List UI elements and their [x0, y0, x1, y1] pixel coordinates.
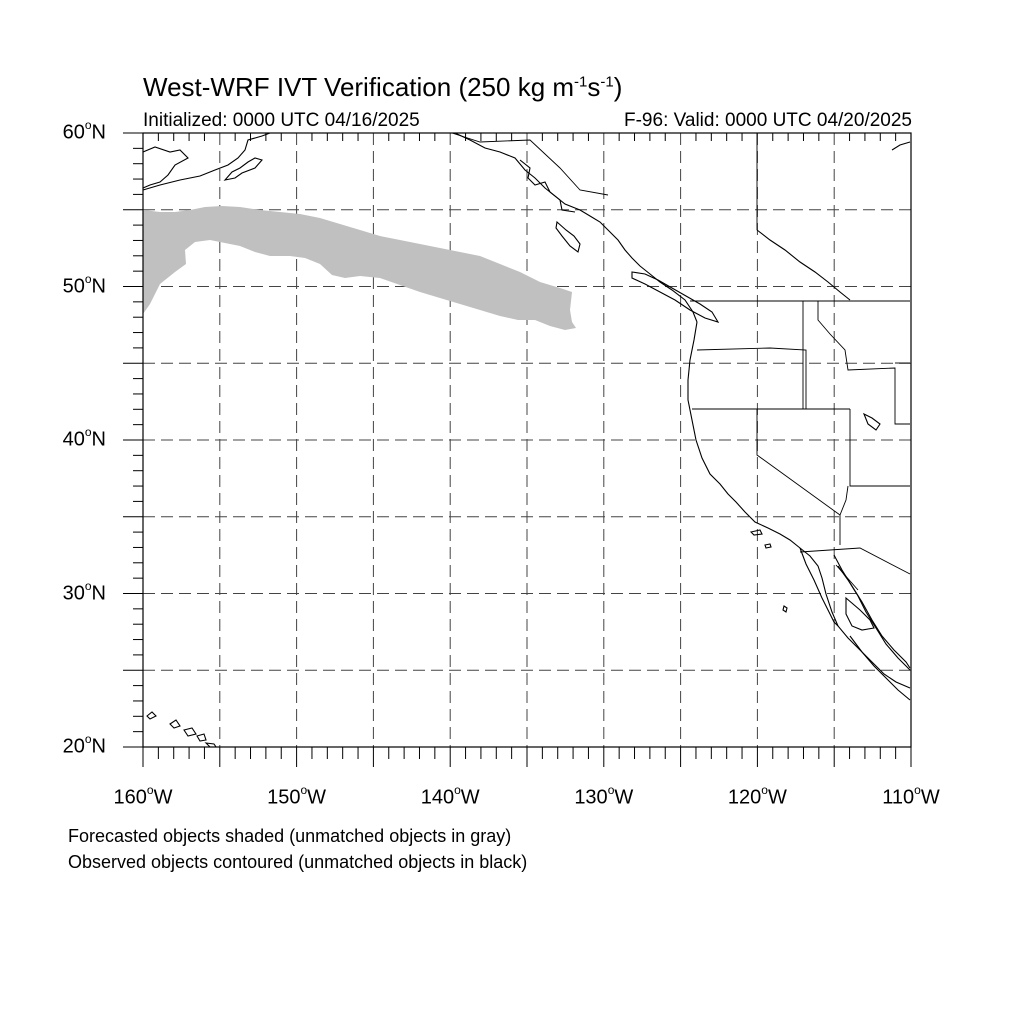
initialized-label: Initialized: 0000 UTC 04/16/2025	[143, 110, 420, 131]
longitude-label: 160oW	[113, 783, 173, 809]
footnote-observed: Observed objects contoured (unmatched ob…	[68, 852, 528, 872]
footnote-forecast: Forecasted objects shaded (unmatched obj…	[68, 826, 512, 846]
chart-title: West-WRF IVT Verification (250 kg m-1s-1…	[143, 72, 623, 102]
valid-time-label: F-96: Valid: 0000 UTC 04/20/2025	[624, 110, 912, 131]
latitude-label: 30oN	[62, 578, 106, 605]
latitude-label: 50oN	[62, 271, 106, 298]
longitude-label: 130oW	[574, 783, 634, 809]
longitude-label: 140oW	[420, 783, 480, 809]
political-borders	[451, 132, 911, 591]
longitude-label: 120oW	[727, 783, 787, 809]
axis-ticks	[123, 132, 912, 767]
graticule	[143, 133, 911, 747]
latitude-label: 20oN	[62, 732, 106, 758]
longitude-label: 150oW	[267, 783, 327, 809]
latitude-label: 40oN	[62, 425, 106, 451]
longitude-label: 110oW	[882, 783, 940, 809]
latitude-label: 60oN	[62, 118, 106, 144]
forecast-ivt-object	[143, 206, 576, 330]
